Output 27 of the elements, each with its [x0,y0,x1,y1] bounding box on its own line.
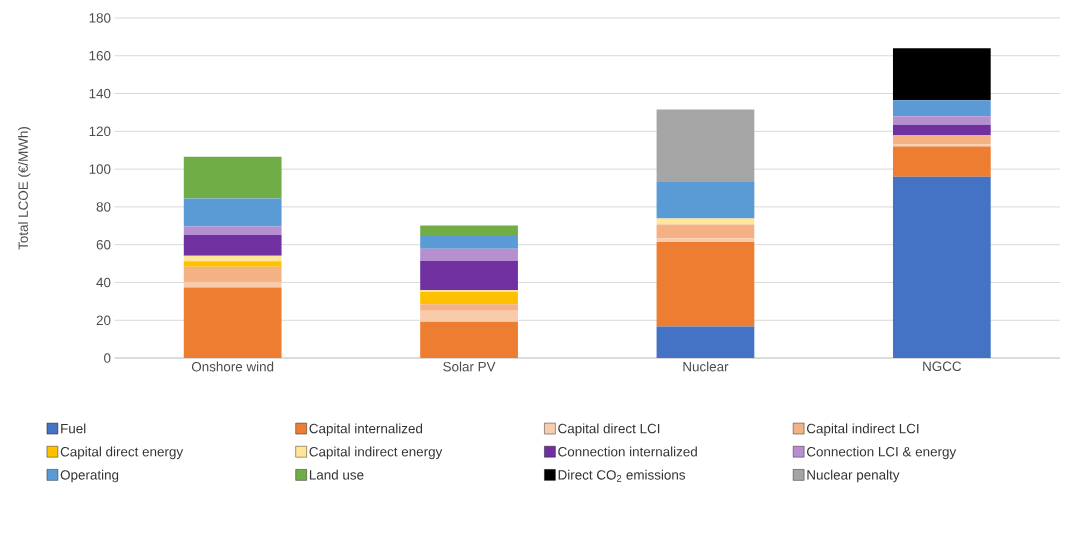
x-tick-label: Onshore wind [191,361,274,372]
legend-label: Land use [309,469,364,480]
legend-label: Capital direct LCI [558,423,660,437]
y-tick-label: 40 [96,277,111,288]
y-tick-label: 80 [96,202,111,212]
x-tick-label: Solar PV [443,361,496,372]
legend-label: Capital indirect LCI [807,423,919,437]
x-tick-label: Nuclear [683,361,729,372]
y-tick-label: 0 [104,353,111,363]
legend-label: Operating [60,469,119,483]
y-tick-label: 160 [89,51,111,61]
legend-label: Capital indirect energy [309,446,443,460]
y-tick-label: 100 [89,164,111,175]
y-axis-title: Total LCOE (€/MWh) [18,127,31,250]
y-tick-label: 120 [89,126,111,137]
legend-label: Connection LCI & energy [807,446,957,460]
x-tick-label: NGCC [923,361,962,372]
legend-label: Capital internalized [309,423,423,437]
legend-label: Fuel [61,423,86,434]
legend-label: Capital direct energy [60,446,184,460]
legend-label: Nuclear penalty [807,469,900,483]
y-tick-label: 20 [96,315,111,326]
legend-label: Connection internalized [558,446,697,457]
legend-label: Direct CO$_{2}$ emissions [558,469,686,482]
y-tick-label: 60 [96,240,111,250]
y-tick-label: 180 [89,13,111,23]
y-tick-label: 140 [89,88,111,99]
